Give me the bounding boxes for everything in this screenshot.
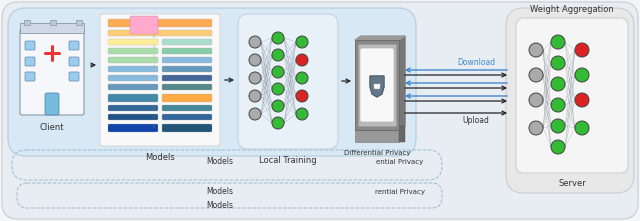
Text: Local Training: Local Training	[259, 156, 317, 165]
Text: Weight Aggregation: Weight Aggregation	[530, 5, 614, 14]
FancyBboxPatch shape	[25, 41, 35, 50]
Circle shape	[551, 98, 565, 112]
Circle shape	[529, 121, 543, 135]
Circle shape	[272, 49, 284, 61]
Circle shape	[551, 77, 565, 91]
FancyBboxPatch shape	[238, 14, 338, 149]
FancyBboxPatch shape	[108, 39, 158, 45]
Text: ential Privacy: ential Privacy	[376, 159, 424, 165]
Text: Download: Download	[457, 58, 495, 67]
Circle shape	[551, 140, 565, 154]
Circle shape	[272, 32, 284, 44]
FancyBboxPatch shape	[355, 130, 399, 142]
FancyBboxPatch shape	[162, 66, 212, 72]
Circle shape	[296, 108, 308, 120]
FancyBboxPatch shape	[358, 44, 396, 126]
FancyBboxPatch shape	[162, 48, 212, 54]
Circle shape	[249, 72, 261, 84]
FancyBboxPatch shape	[355, 40, 399, 130]
Circle shape	[296, 54, 308, 66]
FancyBboxPatch shape	[69, 57, 79, 66]
Polygon shape	[399, 36, 405, 130]
FancyBboxPatch shape	[162, 114, 212, 120]
Circle shape	[575, 43, 589, 57]
FancyBboxPatch shape	[108, 19, 212, 27]
Text: Differential Privacy: Differential Privacy	[344, 150, 410, 156]
Circle shape	[551, 56, 565, 70]
FancyBboxPatch shape	[76, 20, 82, 25]
Circle shape	[529, 43, 543, 57]
FancyBboxPatch shape	[108, 48, 158, 54]
Text: Models: Models	[145, 153, 175, 162]
Circle shape	[272, 66, 284, 78]
FancyBboxPatch shape	[130, 16, 158, 34]
Circle shape	[296, 90, 308, 102]
FancyBboxPatch shape	[108, 30, 212, 36]
FancyBboxPatch shape	[69, 72, 79, 81]
Polygon shape	[355, 36, 405, 40]
FancyBboxPatch shape	[108, 124, 158, 132]
Text: Client: Client	[40, 123, 64, 132]
Text: Models: Models	[207, 158, 234, 166]
FancyBboxPatch shape	[25, 72, 35, 81]
Circle shape	[575, 68, 589, 82]
FancyBboxPatch shape	[8, 8, 416, 156]
Circle shape	[249, 36, 261, 48]
FancyBboxPatch shape	[399, 126, 405, 142]
FancyBboxPatch shape	[100, 14, 220, 146]
FancyBboxPatch shape	[108, 57, 158, 63]
Circle shape	[272, 117, 284, 129]
FancyBboxPatch shape	[162, 39, 212, 45]
Text: Upload: Upload	[463, 116, 490, 125]
Polygon shape	[370, 76, 384, 97]
FancyBboxPatch shape	[20, 23, 84, 33]
Text: Server: Server	[558, 179, 586, 188]
Text: Models: Models	[207, 200, 234, 210]
Circle shape	[296, 36, 308, 48]
Circle shape	[272, 83, 284, 95]
Circle shape	[551, 35, 565, 49]
Circle shape	[249, 54, 261, 66]
Circle shape	[296, 72, 308, 84]
Text: Models: Models	[207, 187, 234, 196]
Circle shape	[575, 93, 589, 107]
Circle shape	[272, 100, 284, 112]
FancyBboxPatch shape	[25, 57, 35, 66]
FancyBboxPatch shape	[516, 18, 628, 173]
FancyBboxPatch shape	[108, 114, 158, 120]
FancyBboxPatch shape	[162, 94, 212, 102]
FancyBboxPatch shape	[108, 84, 158, 90]
FancyBboxPatch shape	[374, 84, 380, 89]
Circle shape	[529, 93, 543, 107]
FancyBboxPatch shape	[45, 93, 59, 115]
FancyBboxPatch shape	[506, 8, 634, 193]
FancyBboxPatch shape	[20, 29, 84, 115]
FancyBboxPatch shape	[108, 66, 158, 72]
FancyBboxPatch shape	[24, 20, 30, 25]
FancyBboxPatch shape	[162, 105, 212, 111]
FancyBboxPatch shape	[50, 20, 56, 25]
FancyBboxPatch shape	[360, 48, 394, 122]
Circle shape	[529, 68, 543, 82]
FancyBboxPatch shape	[162, 124, 212, 132]
FancyBboxPatch shape	[69, 41, 79, 50]
Circle shape	[249, 90, 261, 102]
FancyBboxPatch shape	[2, 2, 638, 219]
Circle shape	[249, 108, 261, 120]
FancyBboxPatch shape	[108, 75, 158, 81]
Text: rential Privacy: rential Privacy	[375, 189, 425, 195]
Circle shape	[575, 121, 589, 135]
FancyBboxPatch shape	[162, 84, 212, 90]
Circle shape	[551, 119, 565, 133]
FancyBboxPatch shape	[108, 105, 158, 111]
FancyBboxPatch shape	[162, 57, 212, 63]
FancyBboxPatch shape	[162, 75, 212, 81]
FancyBboxPatch shape	[108, 94, 158, 102]
